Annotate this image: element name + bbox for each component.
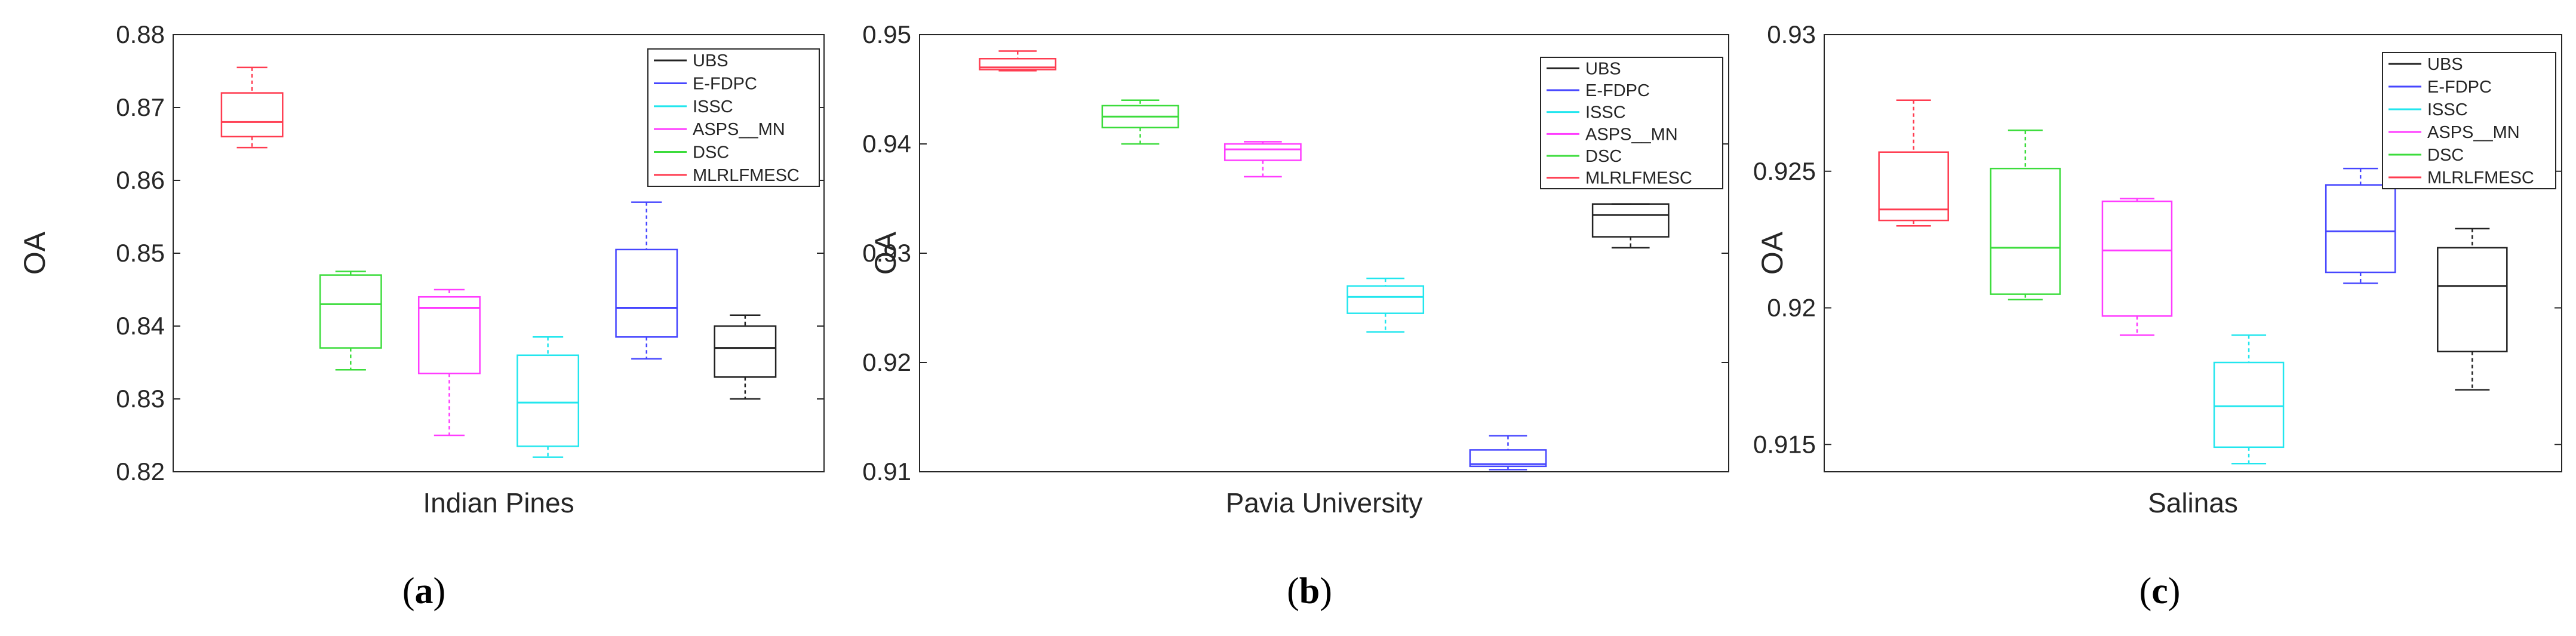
y-tick-label: 0.86 [116,166,165,194]
plot-area-frame [1824,34,2562,472]
y-tick-label: 0.925 [1753,157,1816,185]
caption-c-close: ) [2168,571,2181,612]
legend-label: E-FDPC [2427,78,2492,97]
box-iqr [1591,203,1670,238]
y-tick-label: 0.92 [862,348,911,376]
legend-label: ISSC [693,97,733,116]
legend-label: ASPS__MN [1585,125,1678,144]
legend-label: MLRLFMESC [1585,169,1692,188]
box-ubs [1591,203,1670,249]
legend-label: DSC [693,143,729,162]
box-iqr [979,58,1057,70]
y-tick-label: 0.88 [116,20,165,48]
legend-label: ASPS__MN [693,120,785,139]
legend-frame [2382,52,2556,189]
box-ubs [714,314,777,400]
caption-c-letter: c [2151,571,2168,612]
legend: UBS E-FDPC ISSC ASPS__MN DSC MLRLFMESC [1540,57,1723,189]
box-iqr [2101,200,2173,317]
legend-label: ISSC [1585,103,1626,122]
y-tick-label: 0.87 [116,93,165,121]
box-iqr [714,325,777,378]
box-iqr [1347,285,1425,314]
legend-frame [1540,57,1723,189]
box-mlrlfmesc [1878,99,1949,227]
legend-label: E-FDPC [693,75,757,94]
box-iqr [517,354,580,447]
legend-frame [647,48,820,187]
box-issc [1347,277,1425,333]
box-asps-mn [2101,198,2173,336]
legend-label: ISSC [2427,100,2468,119]
box-asps-mn [1224,141,1302,178]
legend-label: UBS [1585,59,1621,78]
box-iqr [1878,151,1949,222]
box-iqr [1990,167,2061,295]
box-iqr [2213,361,2285,448]
caption-b: (b) [1268,570,1351,613]
y-axis-label: OA [869,231,902,275]
box-e-fdpc [2325,167,2396,284]
chart-panel-1: 0.82 0.83 0.84 0.85 0.86 0.87 0.88 OA Indian Pin… [18,20,825,518]
box-iqr [417,296,481,374]
y-tick-label: 0.85 [116,239,165,267]
y-tick-label: 0.95 [862,20,911,48]
legend-label: UBS [2427,55,2463,74]
legend: UBS E-FDPC ISSC ASPS__MN DSC MLRLFMESC [2382,52,2556,189]
y-tick-label: 0.915 [1753,430,1816,458]
x-axis-label: Salinas [2148,487,2238,518]
caption-a: (a) [382,570,466,613]
caption-a-open: ( [402,571,415,612]
y-tick-label: 0.92 [1767,294,1816,322]
box-iqr [615,248,678,338]
box-mlrlfmesc [979,50,1057,72]
box-issc [2213,334,2285,465]
legend-label: UBS [693,51,728,70]
y-tick-label: 0.82 [116,457,165,486]
box-e-fdpc [1469,435,1547,471]
box-ubs [2437,228,2508,391]
chart-panel-2: 0.91 0.92 0.93 0.94 0.95 OA Pavia University UB… [862,20,1729,518]
legend-label: MLRLFMESC [2427,168,2534,188]
box-iqr [1224,143,1302,161]
box-issc [517,336,580,458]
box-iqr [220,92,284,138]
y-tick-label: 0.94 [862,130,911,158]
box-dsc [319,271,382,371]
box-iqr [319,274,382,349]
box-dsc [1101,99,1179,145]
x-axis-label: Pavia University [1226,487,1423,518]
box-asps-mn [417,288,481,437]
legend-label: DSC [2427,146,2464,165]
legend-label: MLRLFMESC [693,166,800,185]
box-iqr [2325,184,2396,274]
y-tick-label: 0.84 [116,312,165,340]
x-axis-label: Indian Pines [423,487,574,518]
legend-label: ASPS__MN [2427,123,2520,142]
caption-a-letter: a [414,571,434,612]
legend-label: DSC [1585,147,1622,166]
y-tick-label: 0.93 [1767,20,1816,48]
caption-b-letter: b [1299,571,1320,612]
box-iqr [1469,449,1547,468]
caption-c-open: ( [2139,571,2152,612]
legend: UBS E-FDPC ISSC ASPS__MN DSC MLRLFMESC [647,48,820,187]
box-e-fdpc [615,201,678,360]
y-axis-label: OA [18,231,51,275]
y-axis-label: OA [1756,231,1789,275]
caption-b-close: ) [1320,571,1332,612]
chart-panel-3: 0.915 0.92 0.925 0.93 OA Salinas UBS E-FDPC ISSC… [1753,20,2562,518]
box-iqr [2437,247,2508,352]
caption-c: (c) [2118,570,2202,613]
box-dsc [1990,129,2061,301]
box-mlrlfmesc [220,66,284,149]
caption-b-open: ( [1287,571,1299,612]
y-tick-label: 0.91 [862,457,911,486]
legend-label: E-FDPC [1585,81,1650,100]
caption-a-close: ) [433,571,446,612]
y-tick-label: 0.93 [862,239,911,267]
y-tick-label: 0.83 [116,385,165,413]
